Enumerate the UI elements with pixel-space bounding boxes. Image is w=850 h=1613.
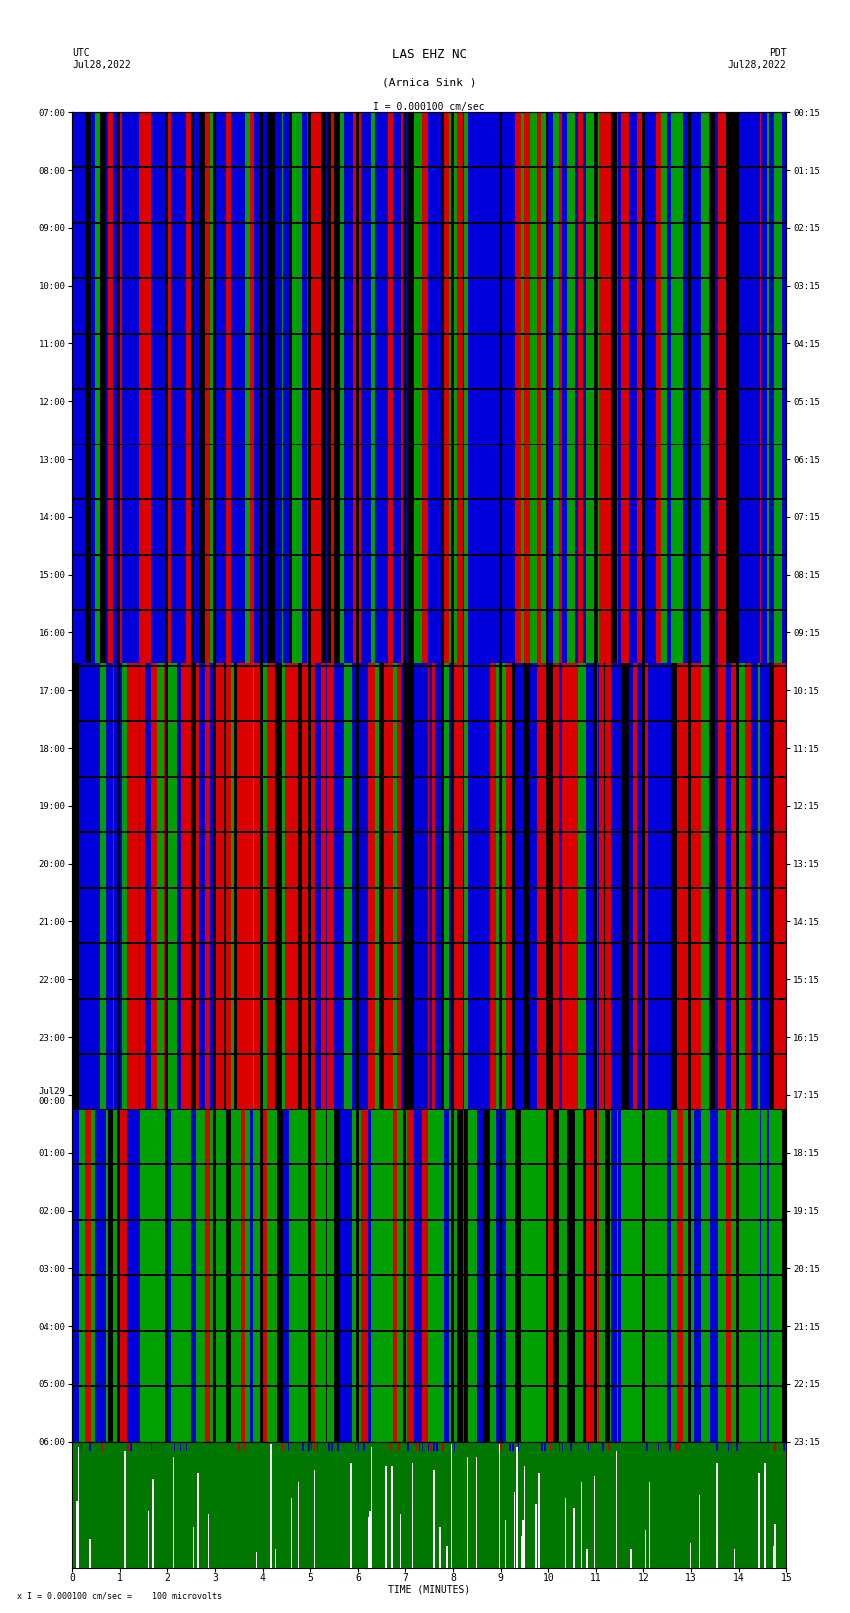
Text: (Arnica Sink ): (Arnica Sink ) — [382, 77, 477, 87]
Text: LAS EHZ NC: LAS EHZ NC — [392, 48, 467, 61]
Text: UTC
Jul28,2022: UTC Jul28,2022 — [72, 48, 131, 69]
X-axis label: TIME (MINUTES): TIME (MINUTES) — [388, 1586, 470, 1595]
Text: x I = 0.000100 cm/sec =    100 microvolts: x I = 0.000100 cm/sec = 100 microvolts — [17, 1590, 222, 1600]
Text: I = 0.000100 cm/sec: I = 0.000100 cm/sec — [373, 102, 485, 113]
Text: PDT
Jul28,2022: PDT Jul28,2022 — [728, 48, 786, 69]
